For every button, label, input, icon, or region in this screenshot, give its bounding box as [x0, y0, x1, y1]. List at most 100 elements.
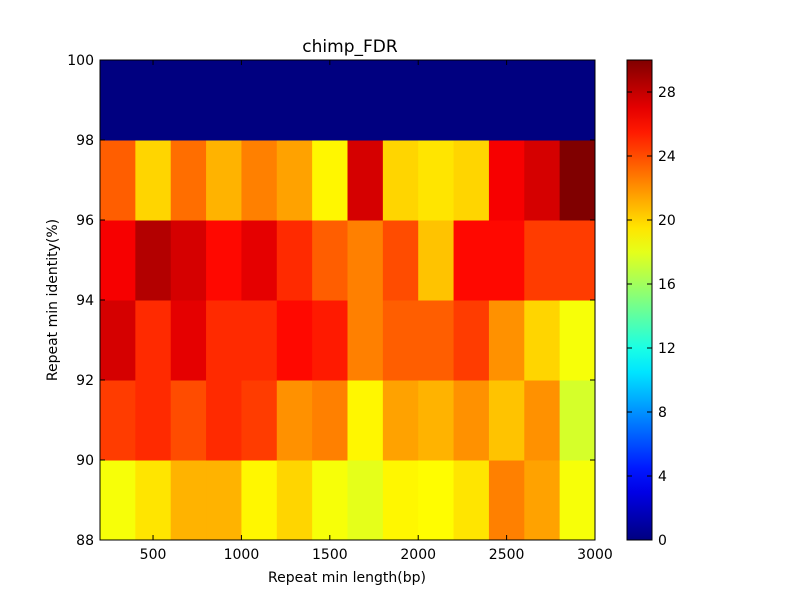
y-tick-label: 94 — [76, 293, 94, 309]
heatmap-cell — [206, 60, 242, 141]
heatmap-cell — [382, 60, 419, 141]
x-tick-label: 2500 — [489, 547, 525, 563]
colorbar-tick-label: 24 — [658, 149, 676, 165]
heatmap-cell — [453, 220, 490, 301]
heatmap-cell — [276, 220, 313, 301]
heatmap-cell — [135, 220, 172, 301]
y-tick-label: 88 — [76, 533, 94, 549]
y-tick-label: 92 — [76, 373, 94, 389]
heatmap-cell — [382, 460, 419, 541]
heatmap-cell — [100, 140, 136, 221]
colorbar-tick-label: 28 — [658, 85, 676, 101]
heatmap-cell — [347, 60, 384, 141]
heatmap-cell — [312, 60, 348, 141]
heatmap-cell — [524, 380, 561, 461]
heatmap-cell — [135, 140, 172, 221]
heatmap-cell — [241, 460, 278, 541]
y-axis-ticks: 88 90 92 94 96 98 100 — [67, 53, 595, 549]
heatmap-cell — [524, 60, 561, 141]
heatmap-cell — [347, 140, 384, 221]
heatmap-cell — [206, 460, 242, 541]
heatmap-cell — [347, 460, 384, 541]
heatmap-cell — [312, 460, 348, 541]
heatmap-cell — [276, 140, 313, 221]
heatmap-cell — [135, 60, 172, 141]
heatmap-cell — [453, 380, 490, 461]
colorbar-ticks: 0 4 8 12 16 20 24 28 — [627, 85, 676, 549]
heatmap-cell — [488, 60, 525, 141]
heatmap-cell — [100, 300, 136, 381]
heatmap-cell — [418, 380, 455, 461]
heatmap-cell — [488, 220, 525, 301]
heatmap-cell — [312, 300, 348, 381]
colorbar-tick-label: 12 — [658, 341, 676, 357]
heatmap-cell — [347, 220, 384, 301]
heatmap-cell — [418, 60, 455, 141]
heatmap-cell — [559, 380, 596, 461]
heatmap-cell — [100, 220, 136, 301]
heatmap-cell — [241, 140, 278, 221]
heatmap-cell — [170, 60, 207, 141]
x-tick-label: 1000 — [224, 547, 260, 563]
heatmap-cell — [276, 460, 313, 541]
heatmap-cell — [347, 300, 384, 381]
heatmap-cell — [559, 60, 596, 141]
heatmap-cell — [100, 460, 136, 541]
heatmap-cell — [241, 220, 278, 301]
heatmap-cell — [276, 300, 313, 381]
heatmap-cell — [170, 140, 207, 221]
heatmap-cell — [206, 140, 242, 221]
heatmap-cell — [135, 300, 172, 381]
heatmap-cell — [347, 380, 384, 461]
heatmap-cell — [524, 460, 561, 541]
heatmap-cell — [453, 460, 490, 541]
heatmap-cell — [312, 220, 348, 301]
heatmap-cell — [241, 60, 278, 141]
heatmap-cell — [241, 300, 278, 381]
y-axis-label: Repeat min identity(%) — [45, 219, 61, 381]
colorbar-tick-label: 8 — [658, 405, 667, 421]
heatmap-cell — [418, 220, 455, 301]
heatmap-cell — [382, 220, 419, 301]
heatmap-cell — [135, 380, 172, 461]
heatmap-cell — [312, 140, 348, 221]
heatmap-cells — [100, 60, 596, 541]
heatmap-cell — [559, 460, 596, 541]
heatmap-cell — [170, 220, 207, 301]
heatmap-cell — [488, 460, 525, 541]
chart-title: chimp_FDR — [302, 37, 398, 57]
heatmap-cell — [559, 220, 596, 301]
heatmap-cell — [418, 460, 455, 541]
heatmap-cell — [170, 460, 207, 541]
heatmap-cell — [100, 380, 136, 461]
x-axis-label: Repeat min length(bp) — [268, 570, 426, 586]
heatmap-cell — [524, 300, 561, 381]
colorbar-tick-label: 0 — [658, 533, 667, 549]
heatmap-cell — [488, 140, 525, 221]
heatmap-cell — [170, 380, 207, 461]
heatmap-cell — [135, 460, 172, 541]
x-tick-label: 2000 — [400, 547, 436, 563]
heatmap-cell — [418, 300, 455, 381]
heatmap-cell — [524, 220, 561, 301]
heatmap-cell — [276, 380, 313, 461]
colorbar-tick-label: 4 — [658, 469, 667, 485]
heatmap-cell — [312, 380, 348, 461]
heatmap-cell — [382, 380, 419, 461]
x-tick-label: 1500 — [312, 547, 348, 563]
y-tick-label: 96 — [76, 213, 94, 229]
heatmap-cell — [206, 220, 242, 301]
heatmap-cell — [206, 380, 242, 461]
heatmap-cell — [488, 380, 525, 461]
heatmap-cell — [453, 140, 490, 221]
heatmap-cell — [382, 300, 419, 381]
heatmap-cell — [276, 60, 313, 141]
heatmap-cell — [559, 300, 596, 381]
y-tick-label: 90 — [76, 453, 94, 469]
heatmap-cell — [559, 140, 596, 221]
heatmap-cell — [453, 300, 490, 381]
x-axis-ticks: 500 1000 1500 2000 2500 3000 — [140, 60, 613, 563]
y-tick-label: 98 — [76, 133, 94, 149]
colorbar-tick-label: 16 — [658, 277, 676, 293]
